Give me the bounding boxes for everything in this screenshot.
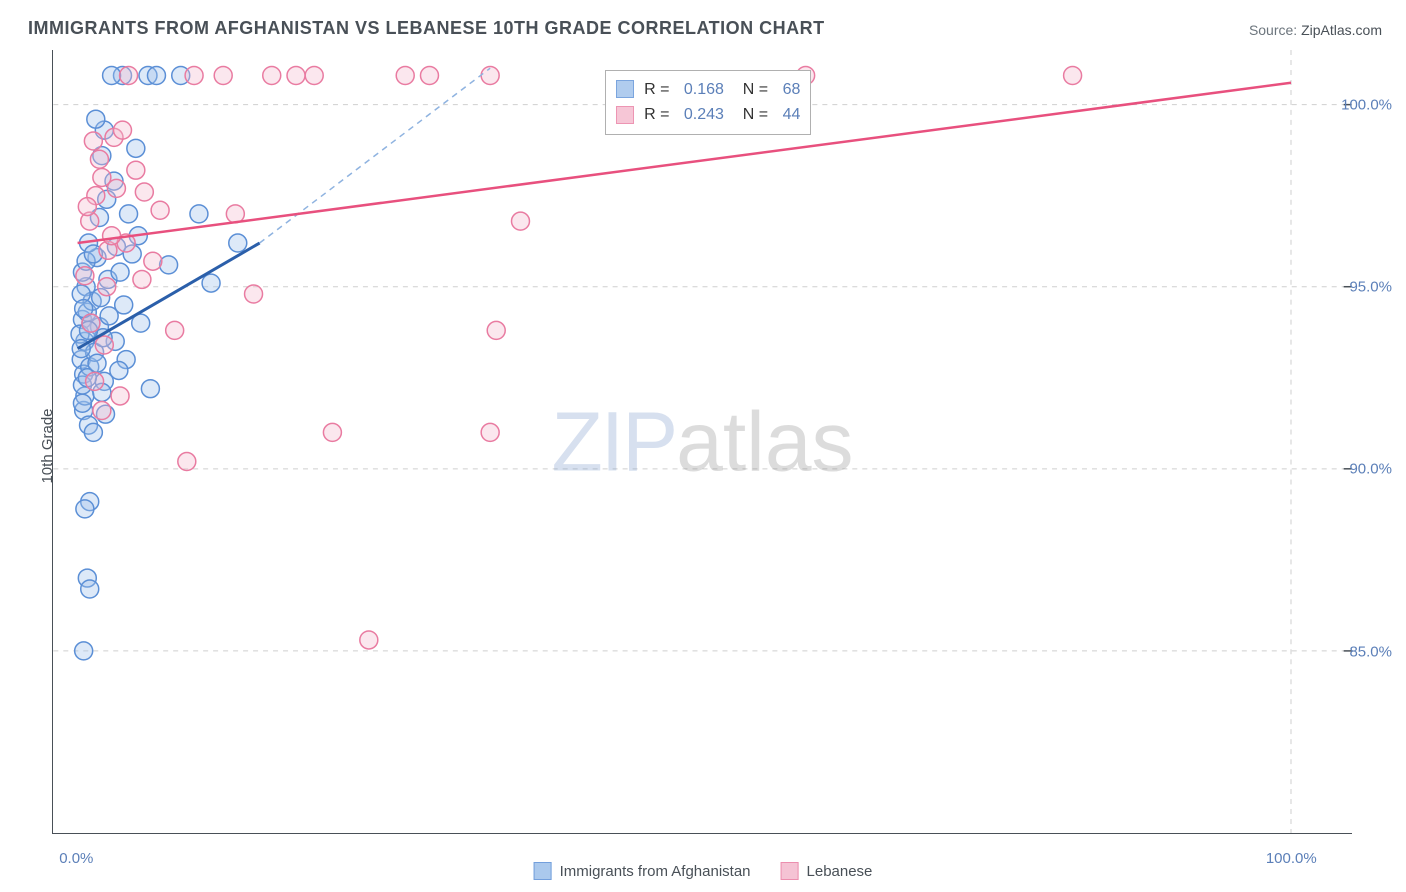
stats-row-afghanistan: R = 0.168 N = 68: [616, 77, 800, 103]
stats-r-value: 0.243: [684, 102, 724, 128]
plot-area: ZIPatlas R = 0.168 N = 68R = 0.243 N = 4…: [52, 50, 1352, 834]
x-tick-label: 0.0%: [59, 850, 93, 867]
legend-item-afghanistan: Immigrants from Afghanistan: [534, 862, 751, 880]
stats-n-label: N =: [734, 102, 773, 128]
stats-n-label: N =: [734, 77, 773, 103]
y-tick-label: 90.0%: [1349, 461, 1392, 478]
y-tick-label: 95.0%: [1349, 279, 1392, 296]
stats-n-value: 68: [783, 77, 801, 103]
stats-n-value: 44: [783, 102, 801, 128]
stats-swatch-icon: [616, 80, 634, 98]
correlation-stats-box: R = 0.168 N = 68R = 0.243 N = 44: [605, 70, 811, 135]
bottom-legend: Immigrants from Afghanistan Lebanese: [534, 862, 873, 880]
legend-swatch-icon: [781, 862, 799, 880]
stats-r-value: 0.168: [684, 77, 724, 103]
y-tick-label: 100.0%: [1341, 96, 1392, 113]
source-label: Source:: [1249, 22, 1297, 38]
source-value: ZipAtlas.com: [1301, 22, 1382, 38]
stats-swatch-icon: [616, 106, 634, 124]
legend-label: Lebanese: [807, 863, 873, 880]
legend-label: Immigrants from Afghanistan: [560, 863, 751, 880]
source-attribution: Source: ZipAtlas.com: [1249, 22, 1382, 38]
stats-r-label: R =: [644, 77, 674, 103]
legend-item-lebanese: Lebanese: [781, 862, 873, 880]
stats-r-label: R =: [644, 102, 674, 128]
stats-row-lebanese: R = 0.243 N = 44: [616, 102, 800, 128]
legend-swatch-icon: [534, 862, 552, 880]
chart-title: IMMIGRANTS FROM AFGHANISTAN VS LEBANESE …: [28, 18, 825, 39]
y-tick-label: 85.0%: [1349, 643, 1392, 660]
chart-svg: [53, 50, 1352, 833]
x-tick-label: 100.0%: [1266, 850, 1317, 867]
